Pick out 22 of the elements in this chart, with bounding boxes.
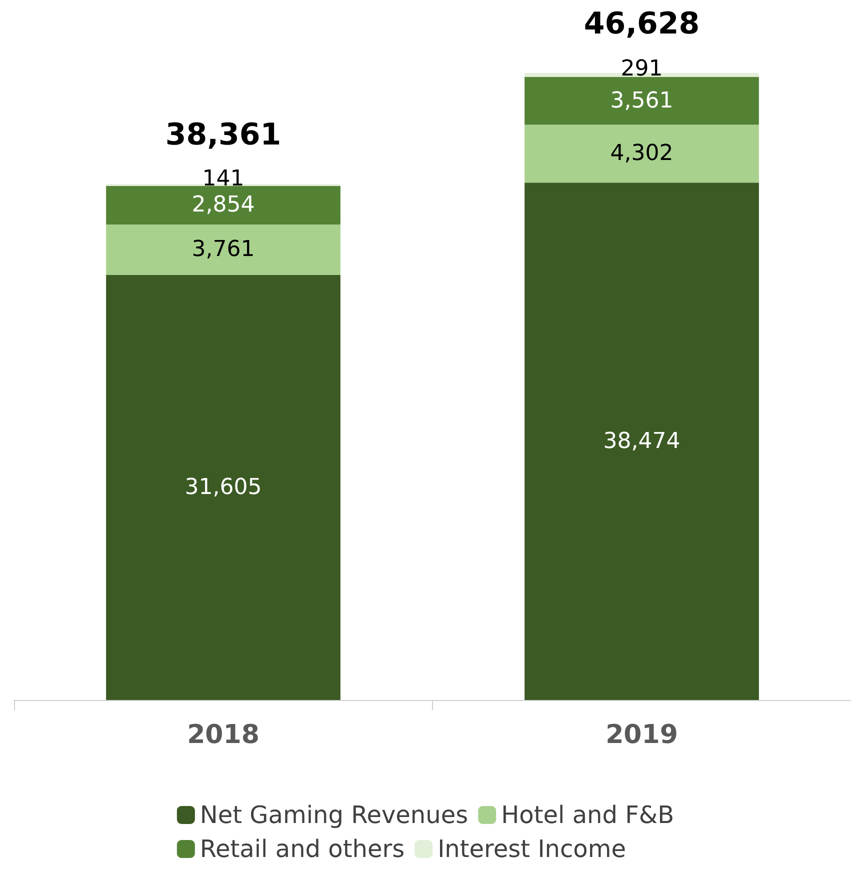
legend-label: Interest Income xyxy=(438,835,626,863)
bar xyxy=(524,182,759,700)
total-label: 46,628 xyxy=(584,6,700,42)
total-label: 38,361 xyxy=(165,118,282,153)
legend-label: Net Gaming Revenues xyxy=(200,801,468,829)
data-label: 38,474 xyxy=(603,428,680,454)
data-label: 291 xyxy=(620,56,663,82)
data-label: 31,605 xyxy=(184,475,262,500)
x-tick-label: 2018 xyxy=(187,720,260,750)
bar xyxy=(106,186,340,224)
data-label: 3,761 xyxy=(192,237,255,262)
bar xyxy=(106,224,340,276)
bar xyxy=(524,76,759,125)
bar xyxy=(106,275,340,700)
data-label: 141 xyxy=(202,166,244,192)
bar xyxy=(524,124,759,183)
x-tick-label: 2019 xyxy=(606,720,678,750)
legend-label: Hotel and F&B xyxy=(501,801,674,829)
data-label: 2,854 xyxy=(192,192,255,218)
data-label: 3,561 xyxy=(610,88,674,114)
data-label: 4,302 xyxy=(610,141,674,166)
legend-label: Retail and others xyxy=(200,835,405,863)
